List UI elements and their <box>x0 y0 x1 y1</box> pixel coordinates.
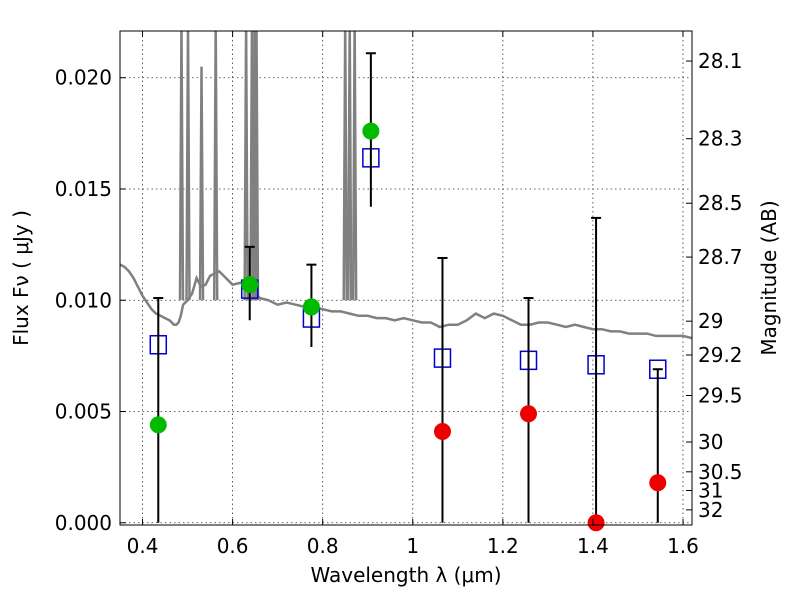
emission-line-spike <box>243 31 249 301</box>
x-tick-label: 1.4 <box>577 534 609 558</box>
x-tick-label: 1 <box>406 534 419 558</box>
y-axis-label: Flux Fν ( μJy ) <box>9 210 33 346</box>
emission-line-spike <box>351 31 358 301</box>
emission-line-spike <box>185 31 191 301</box>
non-detections-point <box>433 423 451 441</box>
x-axis-label: Wavelength λ (μm) <box>310 563 501 587</box>
x-tick-label: 1.6 <box>667 534 699 558</box>
y2-tick-label: 29.2 <box>698 343 743 367</box>
y2-tick-label: 30 <box>698 430 723 454</box>
detections-point <box>302 298 320 316</box>
y2-tick-label: 28.1 <box>698 49 743 73</box>
emission-line-spike <box>178 31 185 301</box>
y-tick-label: 0.015 <box>55 177 112 201</box>
emission-line-spike <box>212 31 219 301</box>
non-detections-point <box>587 514 605 532</box>
y2-tick-label: 31 <box>698 479 723 503</box>
y2-tick-label: 32 <box>698 498 723 522</box>
x-tick-label: 0.4 <box>127 534 159 558</box>
detections-point <box>362 122 380 140</box>
model-spectrum-line <box>120 263 692 340</box>
y-tick-label: 0.005 <box>55 400 112 424</box>
x-tick-label: 0.8 <box>307 534 339 558</box>
y2-axis-label: Magnitude (AB) <box>757 200 781 355</box>
axes: 0.4 0.6 0.8 1 1.2 1.4 1.6 0.000 0.005 0.010 0.015 0… <box>55 31 743 558</box>
y2-tick-label: 30.5 <box>698 460 743 484</box>
plot-area <box>120 31 692 379</box>
y2-tick-label: 28.3 <box>698 127 743 151</box>
emission-line-spike <box>198 66 205 301</box>
y2-tick-label: 28.7 <box>698 245 743 269</box>
y2-tick-label: 29.5 <box>698 383 743 407</box>
y-tick-label: 0.010 <box>55 288 112 312</box>
error-bars <box>149 52 667 532</box>
y2-tick-label: 29 <box>698 309 723 333</box>
non-detections-point <box>520 405 538 423</box>
emission-line-spike <box>342 31 348 301</box>
detections-point <box>241 276 259 294</box>
x-tick-label: 1.2 <box>487 534 519 558</box>
x-tick-label: 0.6 <box>217 534 249 558</box>
y-tick-label: 0.000 <box>55 511 112 535</box>
y2-tick-label: 28.5 <box>698 191 743 215</box>
non-detections-point <box>649 474 667 492</box>
y-tick-label: 0.020 <box>55 66 112 90</box>
emission-line-spike <box>346 31 353 301</box>
emission-line-spike <box>253 31 260 301</box>
detections-point <box>149 416 167 434</box>
plot-frame <box>119 30 693 526</box>
